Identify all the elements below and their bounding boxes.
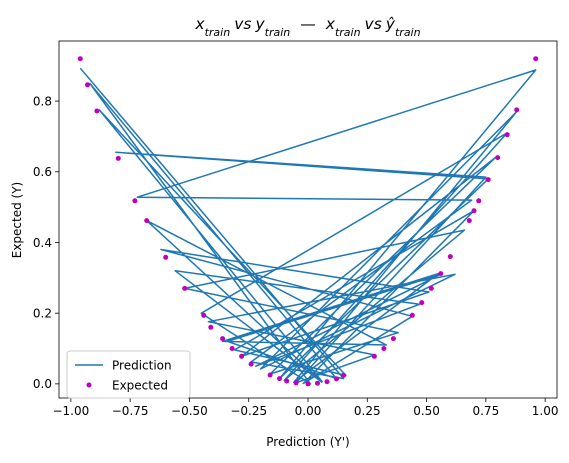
x-tick-label: −0.25 [230, 404, 267, 418]
x-tick-label: −0.75 [112, 404, 149, 418]
legend-prediction-label: Prediction [112, 359, 172, 373]
series-expected-point-19 [315, 380, 320, 386]
series-expected-point-28 [428, 285, 434, 291]
series-expected-point-13 [248, 361, 254, 367]
x-tick-label: −1.00 [52, 404, 89, 418]
plot-area [77, 56, 539, 387]
x-tick-label: 0.50 [413, 404, 440, 418]
y-tick-label: 0.6 [33, 165, 52, 179]
series-expected-point-7 [182, 285, 188, 291]
series-expected-point-11 [229, 346, 235, 351]
series-expected-point-30 [447, 254, 453, 260]
y-tick-label: 0.2 [33, 306, 52, 320]
series-expected-point-23 [371, 353, 377, 359]
series-expected-point-4 [132, 198, 138, 204]
series-expected-point-1 [85, 82, 90, 88]
series-expected-point-9 [208, 324, 214, 330]
legend: Prediction Expected [66, 350, 191, 399]
y-tick-label: 0.4 [33, 236, 52, 250]
series-expected-point-12 [239, 353, 245, 359]
x-tick-label: 0.25 [354, 404, 381, 418]
y-tick-label: 0.0 [33, 377, 52, 391]
series-expected-point-10 [220, 336, 226, 342]
series-expected-point-34 [485, 177, 491, 183]
series-expected-point-33 [476, 198, 482, 204]
x-tick-label: 1.00 [532, 404, 559, 418]
x-tick-label: 0.75 [472, 404, 499, 418]
series-expected-point-38 [533, 56, 539, 62]
legend-box [66, 350, 191, 399]
series-expected-point-15 [277, 376, 282, 382]
chart-title: xtrain vs ytrain — xtrain vs ŷtrain [194, 15, 420, 39]
series-expected-point-16 [284, 378, 290, 384]
legend-expected-swatch [86, 382, 92, 388]
series-expected-point-5 [144, 218, 150, 224]
series-expected-point-26 [409, 312, 415, 318]
series-expected-point-29 [438, 271, 444, 277]
series-expected-point-25 [390, 336, 396, 342]
series-expected-point-32 [471, 208, 477, 214]
series-expected-point-36 [504, 132, 510, 138]
series-expected-point-18 [305, 381, 311, 387]
series-expected-point-17 [293, 380, 299, 386]
series-expected-point-35 [495, 155, 501, 161]
series-expected-point-21 [334, 376, 339, 382]
x-tick-label: −0.50 [171, 404, 208, 418]
x-axis-ticks: −1.00 −0.75 −0.50 −0.25 0.00 0.25 0.50 0.75 1.00 [52, 398, 559, 418]
series-expected-point-22 [341, 372, 347, 378]
series-expected-point-24 [381, 346, 387, 351]
series-expected-point-14 [267, 372, 273, 378]
y-axis-ticks: 0.0 0.2 0.4 0.6 0.8 [33, 94, 59, 391]
series-expected-point-2 [94, 108, 100, 114]
series-expected-point-20 [324, 379, 330, 385]
series-expected-point-8 [201, 312, 207, 318]
series-expected-point-27 [419, 300, 425, 306]
x-tick-label: 0.00 [295, 404, 322, 418]
series-expected-point-37 [514, 107, 520, 113]
legend-expected-label: Expected [112, 379, 168, 393]
y-tick-label: 0.8 [33, 94, 52, 108]
y-axis-label: Expected (Y) [10, 182, 24, 259]
series-expected-point-31 [466, 218, 472, 224]
series-prediction-line [79, 67, 537, 385]
series-expected-point-3 [115, 155, 121, 161]
series-expected-point-6 [163, 254, 169, 260]
x-axis-label: Prediction (Y') [266, 435, 349, 449]
series-expected-point-0 [77, 56, 83, 62]
